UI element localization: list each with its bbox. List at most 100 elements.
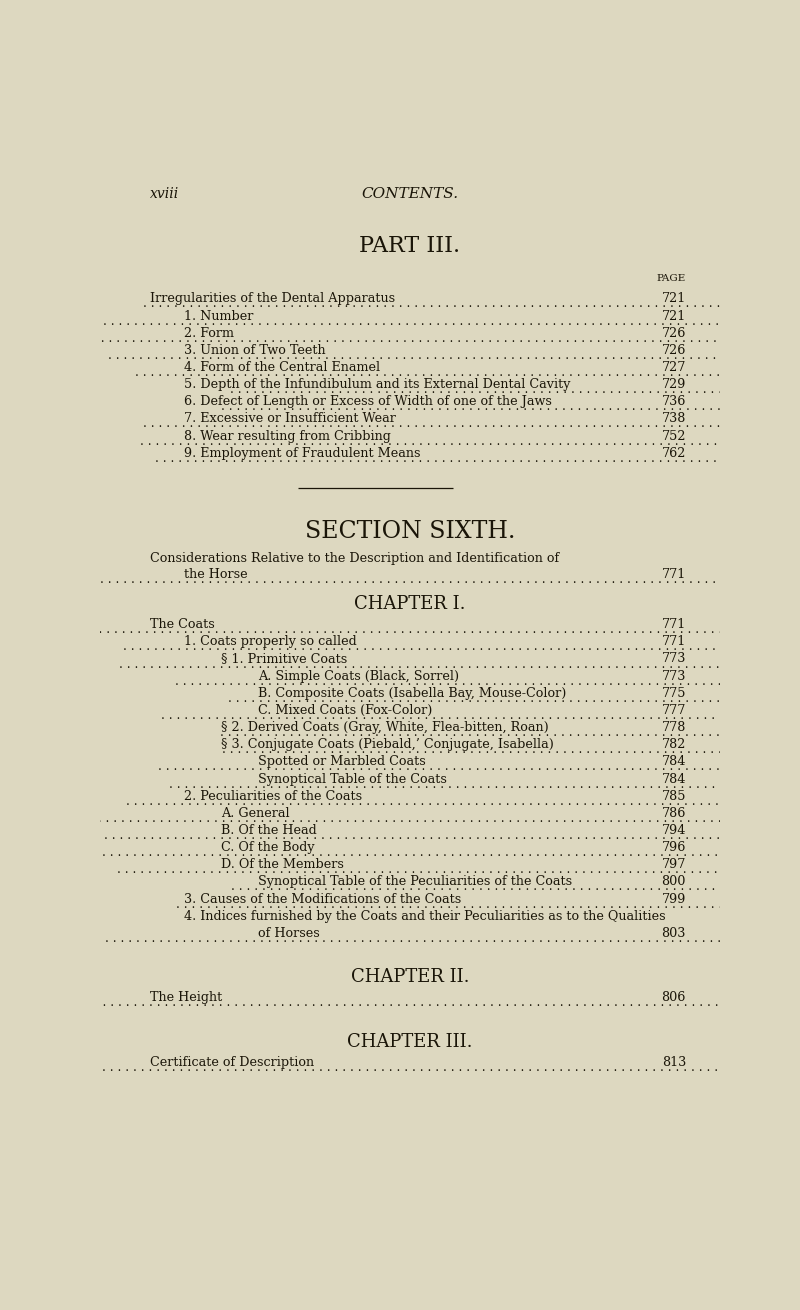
- Bar: [462, 665, 658, 688]
- Bar: [323, 922, 658, 945]
- Text: . . . . . . . . . . . . . . . . . . . . . . . . . . . . . . . . . . . . . . . . : . . . . . . . . . . . . . . . . . . . . …: [102, 846, 800, 859]
- Text: The Coats: The Coats: [150, 618, 214, 631]
- Bar: [570, 683, 658, 705]
- Text: Synoptical Table of the Coats: Synoptical Table of the Coats: [258, 773, 447, 786]
- Text: 803: 803: [662, 927, 686, 939]
- Text: 729: 729: [662, 379, 686, 392]
- Bar: [256, 305, 658, 328]
- Text: . . . . . . . . . . . . . . . . . . . . . . . . . . . . . . . . . . . . . . . . : . . . . . . . . . . . . . . . . . . . . …: [231, 880, 800, 893]
- Text: C. Mixed Coats (Fox-Color): C. Mixed Coats (Fox-Color): [258, 703, 433, 717]
- Text: . . . . . . . . . . . . . . . . . . . . . . . . . . . . . . . . . . . . . . . . : . . . . . . . . . . . . . . . . . . . . …: [118, 658, 800, 671]
- Text: A. Simple Coats (Black, Sorrel): A. Simple Coats (Black, Sorrel): [258, 669, 459, 683]
- Text: Synoptical Table of the Peculiarities of the Coats: Synoptical Table of the Peculiarities of…: [258, 875, 572, 888]
- Text: CONTENTS.: CONTENTS.: [362, 187, 458, 202]
- Text: 762: 762: [662, 447, 686, 460]
- Text: 738: 738: [662, 413, 686, 426]
- Text: 8. Wear resulting from Cribbing: 8. Wear resulting from Cribbing: [184, 430, 390, 443]
- Text: 800: 800: [662, 875, 686, 888]
- Text: . . . . . . . . . . . . . . . . . . . . . . . . . . . . . . . . . . . . . . . . : . . . . . . . . . . . . . . . . . . . . …: [143, 418, 800, 431]
- Text: Certificate of Description: Certificate of Description: [150, 1056, 314, 1069]
- Text: 796: 796: [662, 841, 686, 854]
- Text: 794: 794: [662, 824, 686, 837]
- Text: 721: 721: [662, 292, 686, 305]
- Bar: [329, 339, 658, 362]
- Text: PART III.: PART III.: [359, 234, 461, 257]
- Text: . . . . . . . . . . . . . . . . . . . . . . . . . . . . . . . . . . . . . . . . : . . . . . . . . . . . . . . . . . . . . …: [155, 452, 800, 465]
- Text: 9. Employment of Fraudulent Means: 9. Employment of Fraudulent Means: [184, 447, 420, 460]
- Text: 806: 806: [662, 992, 686, 1005]
- Bar: [398, 409, 658, 431]
- Text: 784: 784: [662, 756, 686, 769]
- Text: . . . . . . . . . . . . . . . . . . . . . . . . . . . . . . . . . . . . . . . . : . . . . . . . . . . . . . . . . . . . . …: [228, 692, 800, 705]
- Text: SECTION SIXTH.: SECTION SIXTH.: [305, 520, 515, 544]
- Text: 771: 771: [662, 635, 686, 648]
- Text: . . . . . . . . . . . . . . . . . . . . . . . . . . . . . . . . . . . . . . . . : . . . . . . . . . . . . . . . . . . . . …: [69, 572, 800, 586]
- Text: PAGE: PAGE: [657, 274, 686, 283]
- Text: xviii: xviii: [150, 187, 179, 202]
- Text: . . . . . . . . . . . . . . . . . . . . . . . . . . . . . . . . . . . . . . . . : . . . . . . . . . . . . . . . . . . . . …: [219, 726, 800, 739]
- Text: 786: 786: [662, 807, 686, 820]
- Text: 2. Peculiarities of the Coats: 2. Peculiarities of the Coats: [184, 790, 362, 803]
- Text: . . . . . . . . . . . . . . . . . . . . . . . . . . . . . . . . . . . . . . . . : . . . . . . . . . . . . . . . . . . . . …: [162, 709, 800, 722]
- Text: . . . . . . . . . . . . . . . . . . . . . . . . . . . . . . . . . . . . . . . . : . . . . . . . . . . . . . . . . . . . . …: [56, 997, 800, 1010]
- Bar: [435, 700, 658, 722]
- Bar: [398, 288, 658, 310]
- Text: . . . . . . . . . . . . . . . . . . . . . . . . . . . . . . . . . . . . . . . . : . . . . . . . . . . . . . . . . . . . . …: [123, 641, 800, 654]
- Text: B. Composite Coats (Isabella Bay, Mouse-Color): B. Composite Coats (Isabella Bay, Mouse-…: [258, 686, 566, 700]
- Text: . . . . . . . . . . . . . . . . . . . . . . . . . . . . . . . . . . . . . . . . : . . . . . . . . . . . . . . . . . . . . …: [142, 297, 800, 310]
- Bar: [237, 322, 658, 345]
- Bar: [318, 837, 658, 859]
- Text: 797: 797: [662, 858, 686, 871]
- Text: D. Of the Members: D. Of the Members: [221, 858, 344, 871]
- Text: . . . . . . . . . . . . . . . . . . . . . . . . . . . . . . . . . . . . . . . . : . . . . . . . . . . . . . . . . . . . . …: [176, 897, 800, 910]
- Text: 726: 726: [662, 326, 686, 339]
- Text: CHAPTER II.: CHAPTER II.: [350, 968, 470, 986]
- Bar: [383, 356, 658, 379]
- Text: 3. Union of Two Teeth: 3. Union of Two Teeth: [184, 343, 326, 356]
- Text: . . . . . . . . . . . . . . . . . . . . . . . . . . . . . . . . . . . . . . . . : . . . . . . . . . . . . . . . . . . . . …: [72, 314, 800, 328]
- Bar: [347, 854, 658, 876]
- Bar: [552, 717, 658, 739]
- Bar: [554, 392, 658, 414]
- Text: B. Of the Head: B. Of the Head: [221, 824, 317, 837]
- Text: . . . . . . . . . . . . . . . . . . . . . . . . . . . . . . . . . . . . . . . . : . . . . . . . . . . . . . . . . . . . . …: [126, 795, 800, 808]
- Text: 785: 785: [662, 790, 686, 803]
- Bar: [350, 648, 658, 671]
- Bar: [574, 375, 658, 396]
- Text: C. Of the Body: C. Of the Body: [221, 841, 314, 854]
- Bar: [557, 734, 658, 756]
- Text: 813: 813: [662, 1056, 686, 1069]
- Bar: [317, 1052, 658, 1074]
- Text: . . . . . . . . . . . . . . . . . . . . . . . . . . . . . . . . . . . . . . . . : . . . . . . . . . . . . . . . . . . . . …: [135, 365, 800, 379]
- Text: 1. Number: 1. Number: [184, 309, 253, 322]
- Text: . . . . . . . . . . . . . . . . . . . . . . . . . . . . . . . . . . . . . . . . : . . . . . . . . . . . . . . . . . . . . …: [175, 675, 800, 688]
- Text: 6. Defect of Length or Excess of Width of one of the Jaws: 6. Defect of Length or Excess of Width o…: [184, 396, 551, 409]
- Text: . . . . . . . . . . . . . . . . . . . . . . . . . . . . . . . . . . . . . . . . : . . . . . . . . . . . . . . . . . . . . …: [105, 931, 800, 945]
- Text: 726: 726: [662, 343, 686, 356]
- Bar: [218, 614, 658, 637]
- Text: 773: 773: [662, 652, 686, 665]
- Text: The Height: The Height: [150, 992, 222, 1005]
- Text: . . . . . . . . . . . . . . . . . . . . . . . . . . . . . . . . . . . . . . . . : . . . . . . . . . . . . . . . . . . . . …: [222, 743, 800, 756]
- Text: the Horse: the Horse: [184, 567, 247, 580]
- Text: 773: 773: [662, 669, 686, 683]
- Text: 777: 777: [662, 703, 686, 717]
- Text: 7. Excessive or Insufficient Wear: 7. Excessive or Insufficient Wear: [184, 413, 395, 426]
- Text: 752: 752: [662, 430, 686, 443]
- Text: . . . . . . . . . . . . . . . . . . . . . . . . . . . . . . . . . . . . . . . . : . . . . . . . . . . . . . . . . . . . . …: [221, 401, 800, 413]
- Bar: [464, 888, 658, 910]
- Text: A. General: A. General: [221, 807, 290, 820]
- Text: Irregularities of the Dental Apparatus: Irregularities of the Dental Apparatus: [150, 292, 394, 305]
- Text: . . . . . . . . . . . . . . . . . . . . . . . . . . . . . . . . . . . . . . . . : . . . . . . . . . . . . . . . . . . . . …: [62, 331, 800, 345]
- Text: CHAPTER I.: CHAPTER I.: [354, 595, 466, 613]
- Text: 727: 727: [662, 362, 686, 373]
- Text: 799: 799: [662, 892, 686, 905]
- Text: § 1. Primitive Coats: § 1. Primitive Coats: [221, 652, 347, 665]
- Text: 4. Form of the Central Enamel: 4. Form of the Central Enamel: [184, 362, 380, 373]
- Text: 5. Depth of the Infundibulum and its External Dental Cavity: 5. Depth of the Infundibulum and its Ext…: [184, 379, 570, 392]
- Text: . . . . . . . . . . . . . . . . . . . . . . . . . . . . . . . . . . . . . . . . : . . . . . . . . . . . . . . . . . . . . …: [108, 348, 800, 362]
- Bar: [365, 786, 658, 808]
- Text: of Horses: of Horses: [258, 927, 320, 939]
- Text: CHAPTER III.: CHAPTER III.: [347, 1032, 473, 1051]
- Text: . . . . . . . . . . . . . . . . . . . . . . . . . . . . . . . . . . . . . . . . : . . . . . . . . . . . . . . . . . . . . …: [141, 435, 800, 448]
